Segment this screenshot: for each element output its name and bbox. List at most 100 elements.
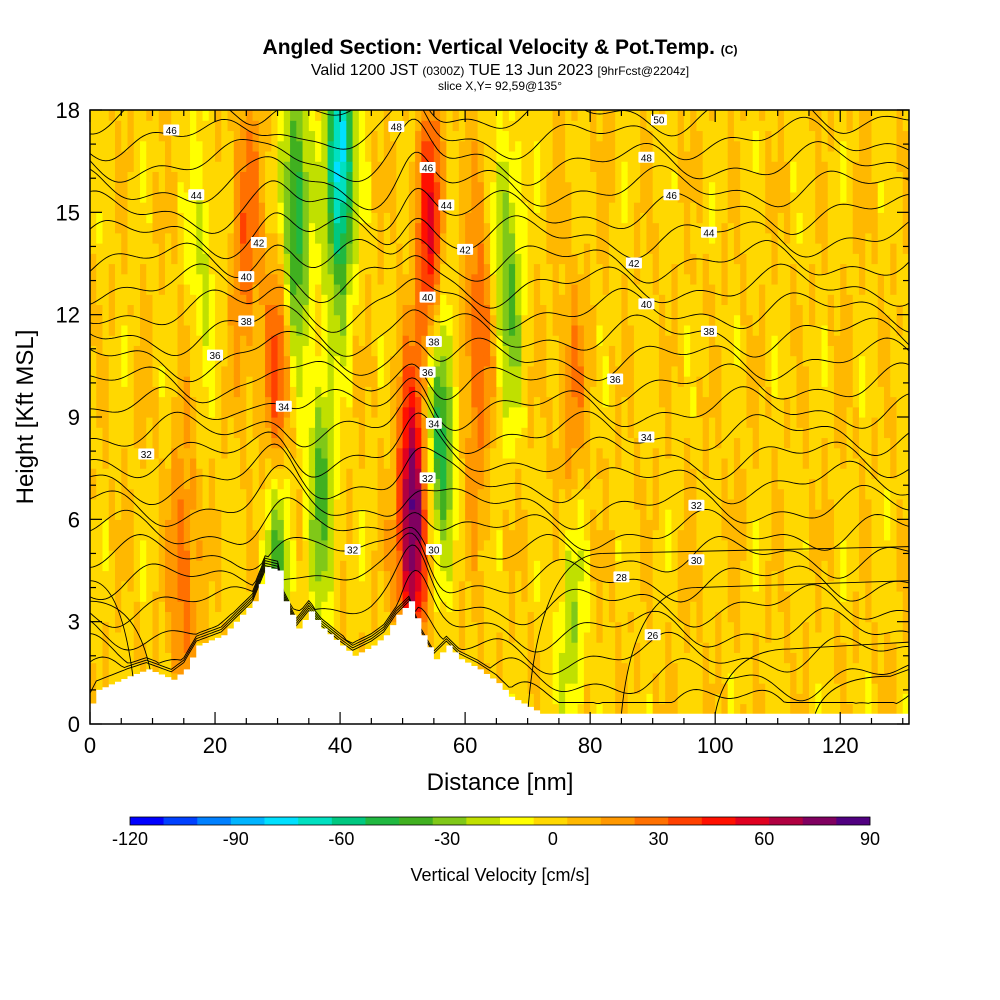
- velocity-cell: [271, 243, 279, 254]
- velocity-cell: [596, 376, 604, 387]
- velocity-cell: [121, 273, 129, 285]
- velocity-cell: [202, 273, 210, 285]
- velocity-cell: [315, 222, 322, 234]
- velocity-cell: [171, 509, 179, 520]
- velocity-cell: [346, 601, 354, 613]
- velocity-cell: [127, 590, 135, 602]
- velocity-cell: [283, 335, 291, 346]
- velocity-cell: [433, 509, 441, 520]
- velocity-cell: [571, 662, 579, 674]
- velocity-cell: [196, 447, 204, 459]
- velocity-cell: [483, 283, 491, 295]
- velocity-cell: [558, 560, 566, 572]
- velocity-cell: [146, 314, 154, 326]
- velocity-cell: [440, 560, 447, 572]
- velocity-cell: [271, 498, 279, 510]
- velocity-cell: [352, 202, 360, 213]
- velocity-cell: [402, 191, 410, 203]
- velocity-cell: [152, 294, 160, 306]
- velocity-cell: [127, 171, 135, 183]
- velocity-cell: [252, 519, 260, 531]
- velocity-cell: [190, 498, 197, 510]
- velocity-cell: [433, 631, 441, 643]
- velocity-cell: [365, 529, 372, 541]
- velocity-cell: [277, 488, 285, 500]
- velocity-cell: [240, 191, 247, 203]
- velocity-cell: [152, 181, 160, 193]
- velocity-cell: [340, 232, 347, 244]
- velocity-cell: [246, 232, 254, 244]
- velocity-cell: [590, 488, 597, 500]
- velocity-cell: [308, 273, 316, 285]
- velocity-cell: [158, 386, 166, 398]
- velocity-cell: [233, 273, 241, 285]
- velocity-cell: [465, 519, 472, 531]
- velocity-cell: [508, 150, 516, 162]
- velocity-cell: [208, 191, 216, 203]
- velocity-cell: [102, 253, 110, 265]
- velocity-cell: [552, 529, 560, 541]
- velocity-cell: [577, 171, 585, 183]
- velocity-cell: [108, 457, 116, 469]
- velocity-cell: [533, 150, 541, 162]
- velocity-cell: [590, 120, 597, 132]
- velocity-cell: [165, 468, 172, 479]
- velocity-cell: [408, 417, 416, 428]
- velocity-cell: [215, 232, 222, 244]
- velocity-cell: [421, 611, 429, 623]
- velocity-cell: [90, 202, 97, 213]
- velocity-cell: [527, 263, 535, 275]
- velocity-cell: [415, 324, 422, 336]
- velocity-cell: [215, 263, 222, 275]
- velocity-cell: [227, 437, 235, 449]
- velocity-cell: [458, 539, 466, 551]
- velocity-cell: [146, 181, 154, 193]
- velocity-cell: [590, 509, 597, 520]
- velocity-cell: [483, 150, 491, 162]
- velocity-cell: [596, 273, 604, 285]
- velocity-cell: [133, 590, 141, 602]
- velocity-cell: [533, 140, 541, 152]
- velocity-cell: [396, 324, 404, 336]
- velocity-cell: [402, 110, 410, 121]
- velocity-cell: [202, 601, 210, 613]
- velocity-cell: [390, 253, 397, 265]
- velocity-cell: [140, 243, 147, 254]
- velocity-cell: [583, 631, 591, 643]
- velocity-cell: [602, 191, 610, 203]
- velocity-cell: [458, 130, 466, 142]
- velocity-cell: [221, 570, 229, 582]
- velocity-cell: [208, 335, 216, 346]
- velocity-cell: [121, 212, 129, 224]
- velocity-cell: [440, 161, 447, 172]
- velocity-cell: [565, 140, 572, 152]
- velocity-cell: [265, 283, 272, 295]
- velocity-cell: [352, 457, 360, 469]
- velocity-cell: [358, 427, 366, 439]
- velocity-cell: [308, 406, 316, 418]
- velocity-cell: [102, 427, 110, 439]
- velocity-cell: [490, 232, 497, 244]
- velocity-cell: [158, 253, 166, 265]
- velocity-cell: [402, 202, 410, 213]
- velocity-cell: [177, 642, 185, 653]
- velocity-cell: [396, 110, 404, 121]
- velocity-cell: [527, 611, 535, 623]
- velocity-cell: [365, 376, 372, 387]
- velocity-cell: [140, 570, 147, 582]
- velocity-cell: [96, 683, 104, 694]
- velocity-cell: [177, 324, 185, 336]
- velocity-cell: [383, 386, 391, 398]
- velocity-cell: [483, 294, 491, 306]
- velocity-cell: [90, 488, 97, 500]
- velocity-cell: [177, 345, 185, 357]
- velocity-cell: [571, 437, 579, 449]
- velocity-cell: [590, 621, 597, 633]
- velocity-cell: [183, 590, 191, 602]
- velocity-cell: [96, 110, 104, 121]
- velocity-cell: [252, 570, 260, 582]
- velocity-cell: [408, 437, 416, 449]
- velocity-cell: [315, 335, 322, 346]
- velocity-cell: [508, 212, 516, 224]
- velocity-cell: [540, 345, 547, 357]
